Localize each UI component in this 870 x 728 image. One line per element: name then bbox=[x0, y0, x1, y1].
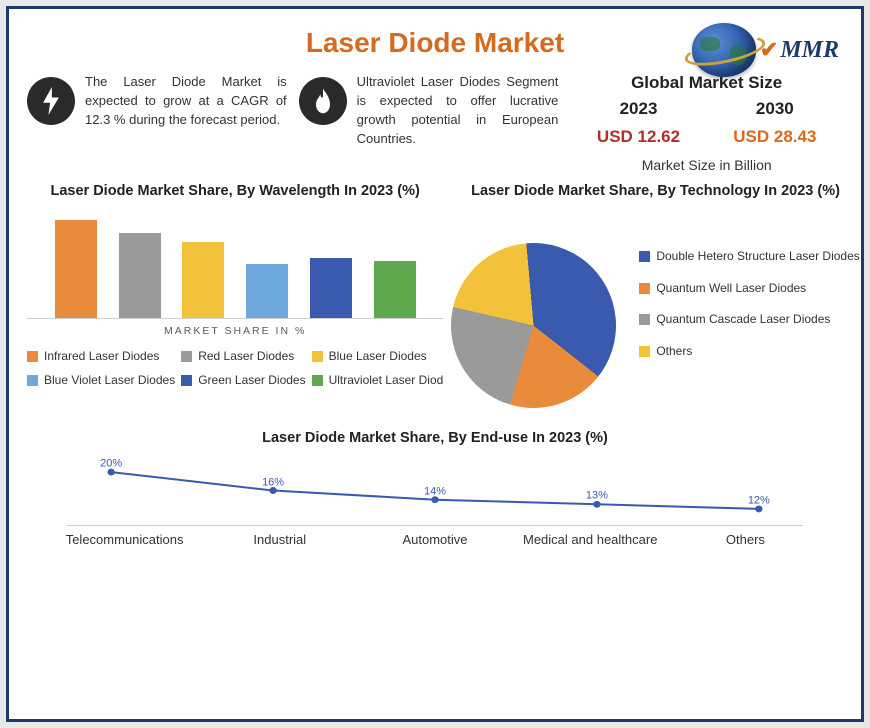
legend-label: Infrared Laser Diodes bbox=[44, 349, 159, 363]
legend-item: Blue Violet Laser Diodes bbox=[27, 373, 175, 387]
pie-chart bbox=[444, 236, 623, 415]
insight-cagr: The Laser Diode Market is expected to gr… bbox=[27, 73, 287, 130]
market-size-unit: Market Size in Billion bbox=[570, 157, 843, 173]
swatch-icon bbox=[639, 283, 650, 294]
swatch-icon bbox=[639, 314, 650, 325]
market-size-value-b: USD 28.43 bbox=[733, 127, 816, 147]
legend-item: Double Hetero Structure Laser Diodes bbox=[639, 249, 859, 265]
legend-label: Green Laser Diodes bbox=[198, 373, 305, 387]
bar bbox=[246, 264, 288, 319]
pie-legend: Double Hetero Structure Laser Diodes Quan… bbox=[639, 209, 859, 408]
swatch-icon bbox=[181, 375, 192, 386]
point-label: 14% bbox=[424, 485, 446, 497]
bar-chart-title: Laser Diode Market Share, By Wavelength … bbox=[27, 183, 443, 199]
swatch-icon bbox=[639, 346, 650, 357]
insight-uv: Ultraviolet Laser Diodes Segment is expe… bbox=[299, 73, 559, 148]
mid-row: Laser Diode Market Share, By Wavelength … bbox=[27, 183, 843, 408]
legend-label: Quantum Cascade Laser Diodes bbox=[656, 312, 830, 328]
legend-item: Red Laser Diodes bbox=[181, 349, 305, 363]
swatch-icon bbox=[312, 375, 323, 386]
swatch-icon bbox=[27, 375, 38, 386]
category-label: Others bbox=[668, 532, 823, 547]
insight-text: The Laser Diode Market is expected to gr… bbox=[85, 73, 287, 130]
top-row: The Laser Diode Market is expected to gr… bbox=[27, 73, 843, 173]
category-label: Industrial bbox=[202, 532, 357, 547]
category-label: Automotive bbox=[357, 532, 512, 547]
legend-item: Infrared Laser Diodes bbox=[27, 349, 175, 363]
legend-label: Ultraviolet Laser Diod bbox=[329, 373, 444, 387]
swatch-icon bbox=[27, 351, 38, 362]
market-size-value-a: USD 12.62 bbox=[597, 127, 680, 147]
legend-label: Blue Laser Diodes bbox=[329, 349, 427, 363]
logo-text: MMR bbox=[780, 37, 839, 64]
bar bbox=[374, 261, 416, 318]
legend-label: Quantum Well Laser Diodes bbox=[656, 281, 806, 297]
line-chart: 20% 16% 14% 13% 12% bbox=[67, 456, 803, 526]
swatch-icon bbox=[181, 351, 192, 362]
legend-item: Quantum Cascade Laser Diodes bbox=[639, 312, 859, 328]
market-size-year-a: 2023 bbox=[597, 99, 680, 119]
legend-label: Double Hetero Structure Laser Diodes bbox=[656, 249, 859, 265]
bolt-icon bbox=[27, 77, 75, 125]
legend-label: Red Laser Diodes bbox=[198, 349, 294, 363]
bar bbox=[119, 233, 161, 318]
line-categories: TelecommunicationsIndustrialAutomotiveMe… bbox=[47, 532, 823, 547]
legend-item: Ultraviolet Laser Diod bbox=[312, 373, 444, 387]
legend-item: Quantum Well Laser Diodes bbox=[639, 281, 859, 297]
point-label: 16% bbox=[262, 476, 284, 488]
swatch-icon bbox=[639, 251, 650, 262]
market-size-year-b: 2030 bbox=[733, 99, 816, 119]
bar bbox=[182, 242, 224, 318]
brand-logo: ✔ MMR bbox=[692, 23, 839, 77]
market-size-block: Global Market Size 2023 USD 12.62 2030 U… bbox=[570, 73, 843, 173]
line-chart-title: Laser Diode Market Share, By End-use In … bbox=[27, 430, 843, 446]
bar bbox=[310, 258, 352, 318]
point-label: 20% bbox=[100, 458, 122, 470]
flame-icon bbox=[299, 77, 347, 125]
bar bbox=[55, 220, 97, 318]
legend-item: Green Laser Diodes bbox=[181, 373, 305, 387]
bar-legend: Infrared Laser Diodes Red Laser Diodes Blu… bbox=[27, 349, 443, 387]
pie-chart-title: Laser Diode Market Share, By Technology … bbox=[451, 183, 859, 199]
line-chart-section: Laser Diode Market Share, By End-use In … bbox=[27, 430, 843, 547]
infographic-frame: ✔ MMR Laser Diode Market The Laser Diode… bbox=[6, 6, 864, 722]
category-label: Medical and healthcare bbox=[513, 532, 668, 547]
point-label: 12% bbox=[748, 494, 770, 506]
swatch-icon bbox=[312, 351, 323, 362]
pie-chart-section: Laser Diode Market Share, By Technology … bbox=[451, 183, 859, 408]
legend-item: Others bbox=[639, 344, 859, 360]
bar-chart bbox=[27, 209, 443, 319]
category-label: Telecommunications bbox=[47, 532, 202, 547]
legend-label: Blue Violet Laser Diodes bbox=[44, 373, 175, 387]
insight-text: Ultraviolet Laser Diodes Segment is expe… bbox=[357, 73, 559, 148]
legend-label: Others bbox=[656, 344, 692, 360]
point-label: 13% bbox=[586, 490, 608, 502]
legend-item: Blue Laser Diodes bbox=[312, 349, 444, 363]
bar-axis-label: MARKET SHARE IN % bbox=[27, 325, 443, 337]
bar-chart-section: Laser Diode Market Share, By Wavelength … bbox=[27, 183, 443, 408]
